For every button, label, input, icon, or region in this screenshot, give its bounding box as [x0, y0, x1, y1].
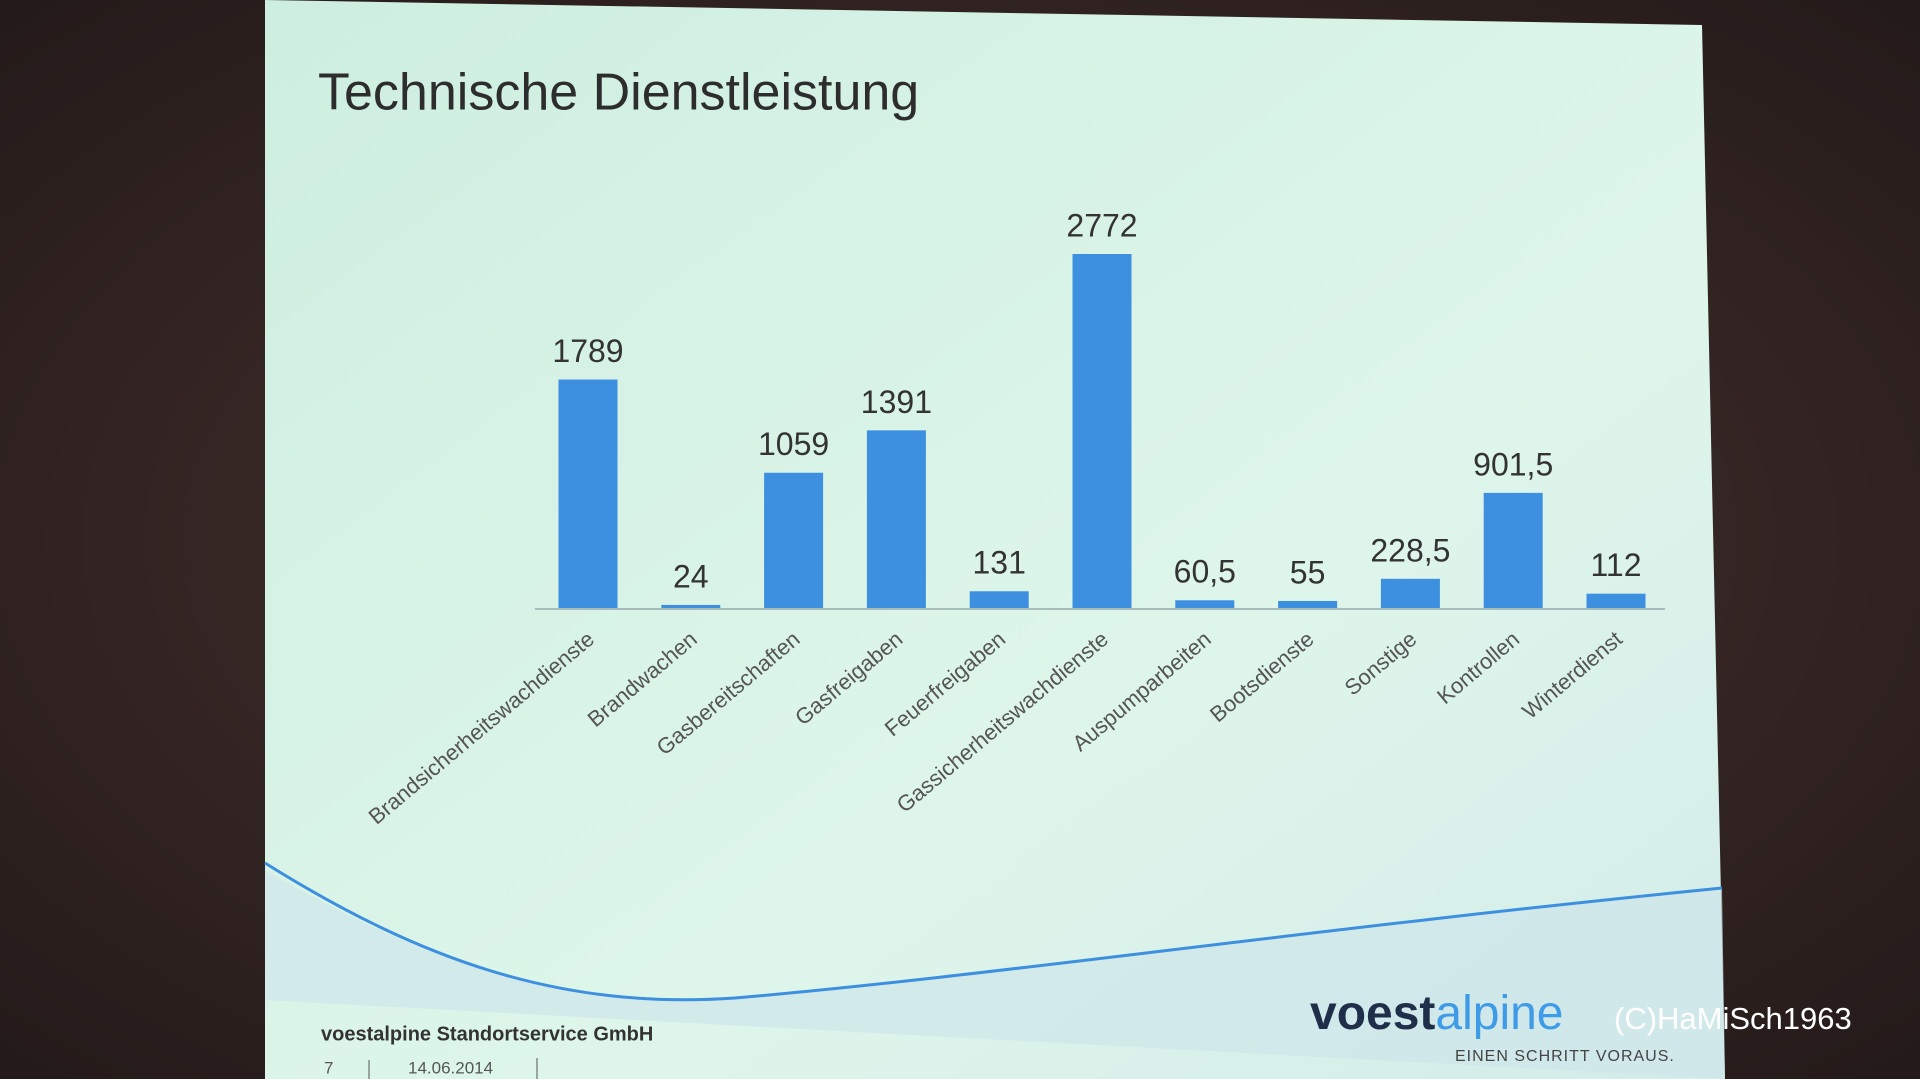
- bar: [1380, 578, 1440, 608]
- bar: [1278, 600, 1338, 608]
- slide: [265, 0, 1725, 1079]
- bar: [969, 591, 1029, 608]
- swoosh-line: [264, 861, 1723, 1002]
- value-label: 131: [973, 545, 1026, 581]
- footer-date: 14.06.2014: [408, 1058, 493, 1077]
- logo-part: voest: [1310, 987, 1435, 1040]
- bar: [1586, 593, 1646, 608]
- bar: [1072, 254, 1132, 608]
- slide-title: Technische Dienstleistung: [318, 64, 919, 122]
- bar: [558, 379, 618, 608]
- watermark: (C)HaMiSch1963: [1614, 1001, 1852, 1036]
- swoosh-fill: [265, 870, 1725, 1079]
- value-label: 24: [673, 558, 709, 594]
- footer-company: voestalpine Standortservice GmbH: [321, 1023, 653, 1045]
- logo-part: alpine: [1435, 987, 1563, 1040]
- logo-tagline: EINEN SCHRITT VORAUS.: [1455, 1048, 1675, 1065]
- footer-page: 7: [324, 1058, 333, 1077]
- bar: [1175, 600, 1235, 608]
- value-label: 1391: [861, 384, 932, 420]
- value-label: 228,5: [1370, 532, 1450, 568]
- bar: [661, 604, 721, 608]
- value-label: 2772: [1066, 207, 1137, 243]
- value-label: 901,5: [1473, 446, 1553, 482]
- value-label: 112: [1590, 547, 1641, 583]
- bar: [866, 430, 926, 608]
- value-label: 1059: [758, 426, 829, 462]
- value-label: 1789: [552, 333, 623, 369]
- value-label: 55: [1290, 554, 1326, 590]
- bar: [1483, 492, 1543, 608]
- bar: [764, 472, 824, 608]
- logo: voestalpine: [1310, 987, 1564, 1040]
- value-label: 60,5: [1174, 554, 1236, 590]
